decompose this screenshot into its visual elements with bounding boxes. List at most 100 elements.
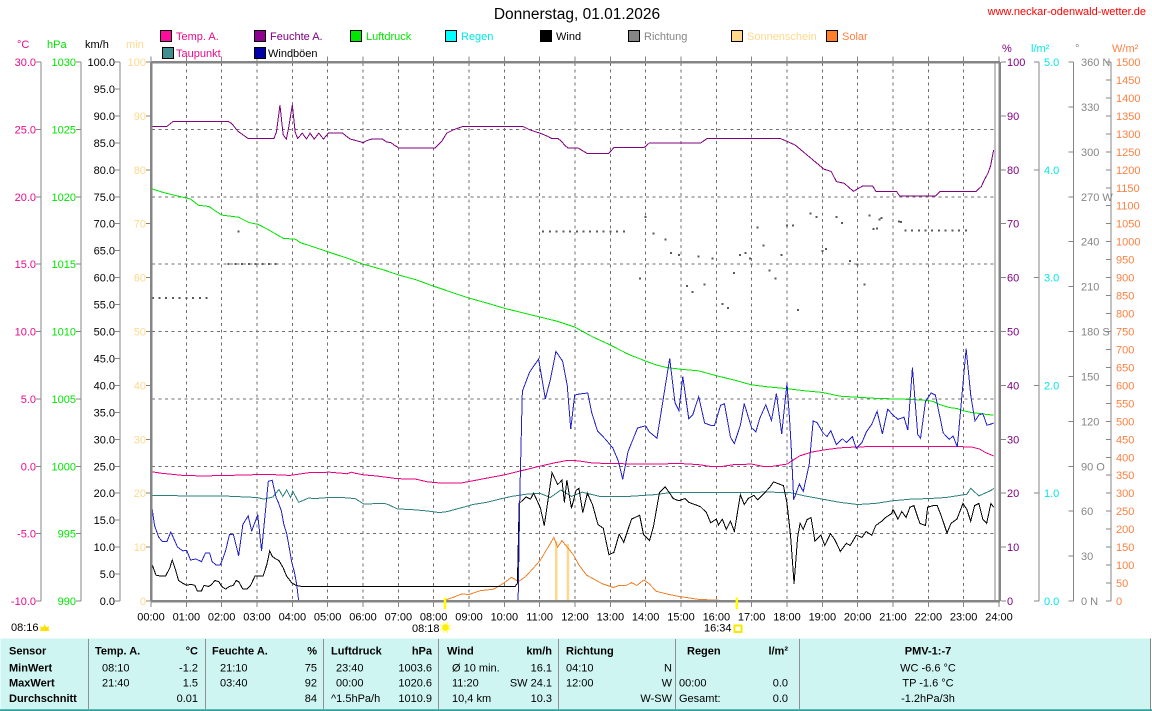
svg-text:08:10: 08:10 <box>102 663 130 675</box>
svg-text:10,4 km: 10,4 km <box>452 693 491 705</box>
svg-text:350: 350 <box>1116 470 1134 482</box>
svg-text:Solar: Solar <box>842 31 868 43</box>
svg-text:0.01: 0.01 <box>177 693 198 705</box>
svg-text:850: 850 <box>1116 291 1134 303</box>
svg-text:10: 10 <box>1007 542 1019 554</box>
svg-text:100: 100 <box>1116 560 1134 572</box>
svg-text:06:00: 06:00 <box>349 612 377 624</box>
svg-text:55.0: 55.0 <box>94 300 115 312</box>
svg-text:SW 24.1: SW 24.1 <box>510 678 552 690</box>
svg-text:01:00: 01:00 <box>173 612 201 624</box>
svg-text:1020: 1020 <box>52 192 76 204</box>
svg-text:Feuchte A.: Feuchte A. <box>212 646 268 658</box>
svg-text:1000: 1000 <box>52 461 76 473</box>
svg-text:1020.6: 1020.6 <box>398 678 432 690</box>
svg-text:75: 75 <box>305 663 317 675</box>
svg-text:21:40: 21:40 <box>102 678 130 690</box>
svg-text:25.0: 25.0 <box>15 124 36 136</box>
svg-text:^1.5hPa/h: ^1.5hPa/h <box>331 693 380 705</box>
svg-text:60: 60 <box>1007 273 1019 285</box>
svg-text:Temp. A.: Temp. A. <box>95 646 140 658</box>
svg-text:990: 990 <box>58 596 76 608</box>
svg-text:5.0: 5.0 <box>1044 57 1059 69</box>
svg-text:-1.2hPa/3h: -1.2hPa/3h <box>901 693 955 705</box>
svg-text:Temp. A.: Temp. A. <box>176 31 219 43</box>
svg-text:200: 200 <box>1116 524 1134 536</box>
svg-text:21:00: 21:00 <box>879 612 907 624</box>
svg-text:Regen: Regen <box>687 646 721 658</box>
svg-text:1100: 1100 <box>1116 201 1140 213</box>
svg-text:1.5: 1.5 <box>183 678 198 690</box>
svg-text:04:10: 04:10 <box>566 663 594 675</box>
svg-text:100: 100 <box>1007 57 1025 69</box>
svg-text:-10.0: -10.0 <box>11 596 36 608</box>
svg-text:20:00: 20:00 <box>844 612 872 624</box>
svg-text:80: 80 <box>134 165 146 177</box>
svg-text:%: % <box>307 646 317 658</box>
svg-text:km/h: km/h <box>85 39 109 51</box>
svg-text:WC -6.6 °C: WC -6.6 °C <box>900 663 956 675</box>
svg-text:25.0: 25.0 <box>94 461 115 473</box>
svg-text:1.0: 1.0 <box>1044 488 1059 500</box>
svg-text:Sensor: Sensor <box>9 646 47 658</box>
svg-text:1150: 1150 <box>1116 183 1140 195</box>
svg-text:0 N: 0 N <box>1081 596 1098 608</box>
svg-text:995: 995 <box>58 529 76 541</box>
svg-text:Windböen: Windböen <box>268 48 318 60</box>
svg-text:00:00: 00:00 <box>336 678 364 690</box>
svg-text:90.0: 90.0 <box>94 111 115 123</box>
svg-text:1025: 1025 <box>52 124 76 136</box>
svg-text:08:18: 08:18 <box>412 623 440 635</box>
svg-text:-5.0: -5.0 <box>17 529 36 541</box>
svg-text:05:00: 05:00 <box>314 612 342 624</box>
svg-text:Luftdruck: Luftdruck <box>331 646 383 658</box>
svg-text:Durchschnitt: Durchschnitt <box>9 693 77 705</box>
svg-text:Wind: Wind <box>447 646 474 658</box>
svg-text:14:00: 14:00 <box>632 612 660 624</box>
svg-text:0.0: 0.0 <box>773 678 788 690</box>
svg-text:20: 20 <box>134 488 146 500</box>
svg-text:03:40: 03:40 <box>220 678 248 690</box>
svg-text:40.0: 40.0 <box>94 380 115 392</box>
svg-text:65.0: 65.0 <box>94 246 115 258</box>
svg-text:60: 60 <box>1081 506 1093 518</box>
svg-text:0: 0 <box>1116 596 1122 608</box>
svg-text:1030: 1030 <box>52 57 76 69</box>
svg-text:15:00: 15:00 <box>667 612 695 624</box>
svg-text:km/h: km/h <box>526 646 552 658</box>
svg-text:19:00: 19:00 <box>809 612 837 624</box>
svg-text:50: 50 <box>1116 578 1128 590</box>
svg-text:www.neckar-odenwald-wetter.de: www.neckar-odenwald-wetter.de <box>987 6 1146 18</box>
svg-text:30: 30 <box>1081 551 1093 563</box>
svg-text:30.0: 30.0 <box>94 434 115 446</box>
svg-text:70.0: 70.0 <box>94 219 115 231</box>
svg-text:120: 120 <box>1081 416 1099 428</box>
svg-text:Gesamt:: Gesamt: <box>679 693 721 705</box>
svg-text:hPa: hPa <box>412 646 433 658</box>
svg-text:20: 20 <box>1007 488 1019 500</box>
svg-text:210: 210 <box>1081 282 1099 294</box>
svg-text:04:00: 04:00 <box>279 612 307 624</box>
svg-text:MinWert: MinWert <box>9 663 53 675</box>
svg-text:12:00: 12:00 <box>561 612 589 624</box>
svg-text:40: 40 <box>134 380 146 392</box>
svg-text:Richtung: Richtung <box>644 31 687 43</box>
svg-text:1010: 1010 <box>52 327 76 339</box>
svg-text:1015: 1015 <box>52 259 76 271</box>
svg-text:08:16: 08:16 <box>11 622 39 634</box>
svg-text:°C: °C <box>17 39 29 51</box>
svg-text:300: 300 <box>1081 147 1099 159</box>
svg-text:450: 450 <box>1116 434 1134 446</box>
svg-text:85.0: 85.0 <box>94 138 115 150</box>
svg-text:92: 92 <box>305 678 317 690</box>
svg-text:PMV-1:-7: PMV-1:-7 <box>905 646 951 658</box>
svg-text:15.0: 15.0 <box>94 515 115 527</box>
svg-text:10.0: 10.0 <box>94 542 115 554</box>
svg-text:Taupunkt: Taupunkt <box>176 48 221 60</box>
svg-text:TP -1.6 °C: TP -1.6 °C <box>902 678 953 690</box>
svg-text:10.0: 10.0 <box>15 327 36 339</box>
svg-text:90: 90 <box>134 111 146 123</box>
svg-text:13:00: 13:00 <box>597 612 625 624</box>
svg-text:MaxWert: MaxWert <box>9 678 55 690</box>
svg-text:W-SW: W-SW <box>640 693 672 705</box>
